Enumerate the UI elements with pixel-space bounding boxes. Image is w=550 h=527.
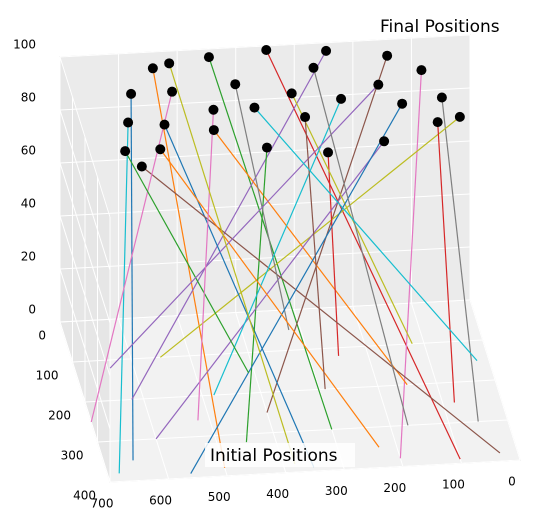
trajectory bbox=[399, 70, 423, 459]
grid-line bbox=[97, 419, 508, 443]
z-tick-label: 0 bbox=[28, 303, 36, 317]
z-tick-label: 100 bbox=[13, 38, 36, 52]
annotation-initial: Initial Positions bbox=[210, 446, 338, 466]
trajectory bbox=[163, 124, 315, 468]
grid-line bbox=[59, 109, 111, 271]
x-tick-label: 0 bbox=[508, 475, 516, 489]
final-position bbox=[136, 161, 147, 172]
final-position bbox=[454, 111, 465, 122]
annotation-final: Final Positions bbox=[380, 17, 500, 37]
trajectory bbox=[109, 84, 379, 369]
x-tick-label: 100 bbox=[442, 478, 465, 492]
final-position bbox=[336, 93, 347, 104]
final-position bbox=[230, 79, 241, 90]
grid-line bbox=[109, 459, 521, 483]
final-position bbox=[155, 144, 166, 155]
trajectory bbox=[152, 68, 226, 468]
final-position bbox=[167, 86, 178, 97]
final-position bbox=[416, 65, 427, 76]
final-position bbox=[208, 125, 219, 136]
final-position bbox=[379, 136, 390, 147]
y-tick-label: 400 bbox=[73, 489, 96, 503]
y-tick-label: 0 bbox=[38, 329, 46, 343]
grid-line bbox=[59, 321, 111, 483]
final-position bbox=[120, 146, 131, 157]
trajectory bbox=[190, 103, 403, 474]
trajectory bbox=[437, 122, 455, 403]
grid-line bbox=[59, 215, 111, 377]
final-position bbox=[300, 112, 311, 123]
y-tick-label: 100 bbox=[36, 369, 59, 383]
y-tick-label: 200 bbox=[48, 409, 71, 423]
trajectory bbox=[304, 117, 326, 390]
trajectory bbox=[254, 107, 478, 362]
final-position bbox=[126, 88, 137, 99]
panes bbox=[59, 34, 521, 483]
final-position bbox=[432, 117, 443, 128]
annotation-box bbox=[205, 443, 355, 467]
final-markers bbox=[120, 45, 465, 172]
lines bbox=[90, 49, 501, 474]
trajectory bbox=[197, 109, 215, 421]
trajectory bbox=[312, 67, 409, 426]
z-tick-label: 20 bbox=[21, 250, 36, 264]
final-position bbox=[159, 119, 170, 130]
x-tick-label: 600 bbox=[149, 493, 172, 507]
final-position bbox=[123, 117, 134, 128]
x-tick-label: 200 bbox=[383, 481, 406, 495]
z-tick-label: 80 bbox=[21, 91, 36, 105]
final-position bbox=[436, 92, 447, 103]
final-position bbox=[203, 52, 214, 63]
trajectory bbox=[118, 122, 129, 474]
z-tick-label: 60 bbox=[21, 144, 36, 158]
y-tick-label: 300 bbox=[61, 449, 84, 463]
final-position bbox=[323, 147, 334, 158]
final-position bbox=[147, 63, 158, 74]
x-tick-label: 300 bbox=[325, 484, 348, 498]
final-position bbox=[164, 58, 175, 69]
grid-line bbox=[59, 56, 111, 218]
final-position bbox=[249, 102, 260, 113]
grid-line bbox=[59, 268, 111, 430]
x-tick-label: 700 bbox=[91, 497, 114, 511]
grid-line bbox=[59, 162, 111, 324]
trajectory bbox=[441, 97, 479, 422]
final-position bbox=[397, 98, 408, 109]
final-position bbox=[373, 79, 384, 90]
trajectory bbox=[130, 93, 134, 461]
x-tick-label: 500 bbox=[208, 490, 231, 504]
grid-line bbox=[84, 379, 496, 403]
trajectory bbox=[131, 50, 327, 400]
trajectory bbox=[213, 98, 342, 396]
final-position bbox=[286, 88, 297, 99]
final-position bbox=[208, 104, 219, 115]
x-tick-label: 400 bbox=[266, 487, 289, 501]
grid-line bbox=[59, 87, 471, 111]
final-position bbox=[261, 45, 272, 55]
z-tick-label: 40 bbox=[21, 197, 36, 211]
trajectory bbox=[124, 150, 250, 374]
trajectory bbox=[168, 63, 296, 465]
trajectory bbox=[141, 166, 501, 454]
labels: 0 100 200 300 400 500 600 700 0 100 200 300 400 0 20 40… bbox=[13, 38, 516, 511]
trajectory bbox=[159, 148, 380, 448]
grid-line bbox=[59, 246, 471, 270]
grid-line bbox=[59, 299, 471, 323]
final-position bbox=[308, 62, 319, 73]
trajectory bbox=[213, 129, 408, 386]
grid-line bbox=[72, 339, 483, 363]
final-position bbox=[321, 45, 332, 56]
final-position bbox=[261, 142, 272, 153]
final-position bbox=[382, 50, 393, 61]
